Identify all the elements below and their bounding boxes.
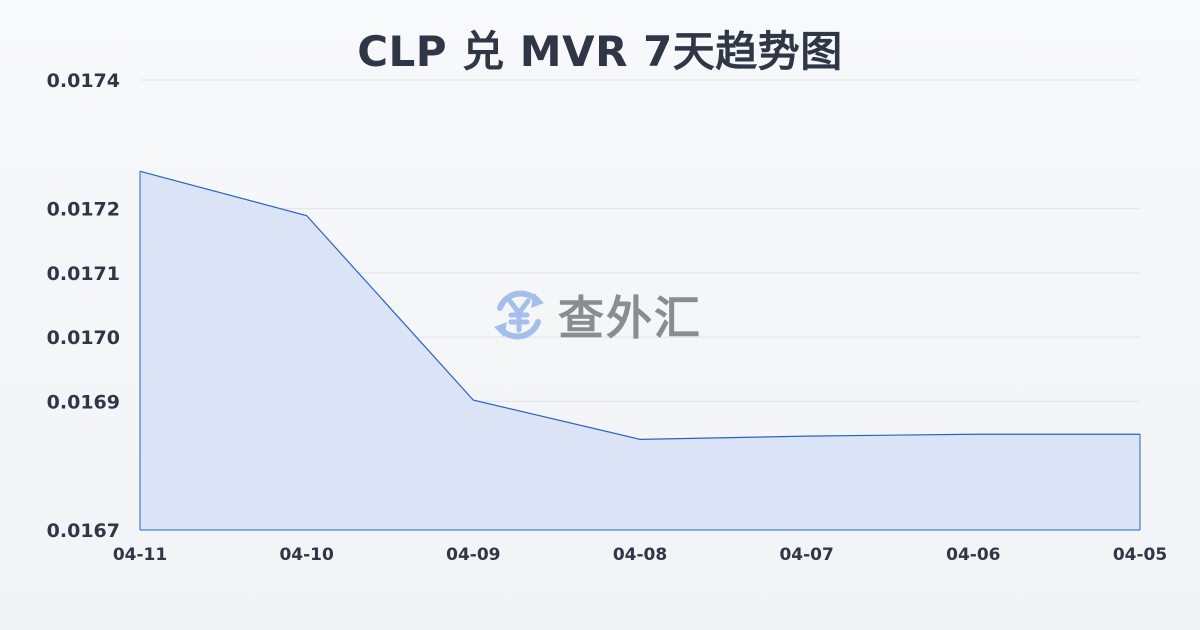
- currency-exchange-icon: [494, 290, 544, 340]
- x-tick-label: 04-07: [779, 545, 833, 565]
- series-line: [139, 170, 1140, 440]
- watermark-text: 查外汇: [558, 291, 702, 345]
- x-tick-label: 04-11: [113, 545, 167, 565]
- watermark: 查外汇: [488, 284, 702, 346]
- y-tick-label: 0.0169: [47, 391, 120, 413]
- y-tick-label: 0.0171: [47, 263, 120, 285]
- y-tick-label: 0.0167: [47, 520, 120, 542]
- x-tick-label: 04-10: [279, 545, 334, 565]
- x-tick-labels: 04-11 04-10 04-09 04-08 04-07 04-06 04-05: [113, 545, 1167, 565]
- x-tick-label: 04-05: [1113, 545, 1167, 565]
- x-tick-label: 04-09: [446, 545, 500, 565]
- x-tick-label: 04-08: [613, 545, 667, 565]
- y-tick-label: 0.0172: [47, 199, 120, 221]
- area-fill: [140, 171, 1140, 531]
- y-tick-label: 0.0174: [47, 70, 120, 92]
- chart-title: CLP 兑 MVR 7天趋势图: [357, 27, 843, 76]
- y-tick-label: 0.0170: [47, 327, 120, 349]
- x-tick-label: 04-06: [946, 545, 1000, 565]
- y-tick-labels: 0.0174 0.0172 0.0171 0.0170 0.0169 0.0167: [47, 70, 120, 542]
